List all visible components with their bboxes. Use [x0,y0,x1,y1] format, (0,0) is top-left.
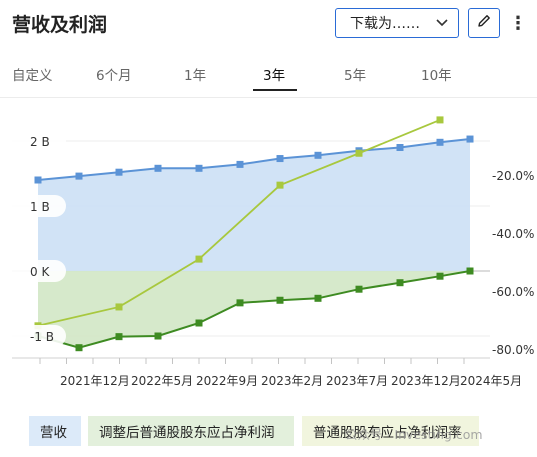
more-options-icon[interactable]: ⋮ [509,12,527,34]
revenue-line [37,138,471,181]
x-tick-label: 2022年9月 [196,374,258,388]
y-tick-bg [8,130,66,152]
divider [0,97,537,98]
net-income-point [436,272,444,280]
tab-10y[interactable]: 10年 [421,68,452,84]
y2-tick-label: -80.0% [492,343,534,357]
net-income-point [236,299,244,307]
net-income-point [276,296,284,304]
legend-margin[interactable]: 普通股股东应占净利润率 [302,416,479,446]
net-income-point [195,319,203,327]
net-income-point [466,267,474,275]
margin-point [195,255,203,263]
pencil-icon [476,13,492,33]
y-tick-label: 1 B [30,200,50,214]
download-dropdown[interactable]: 下载为…… [335,8,459,38]
x-tick-label: 2023年12月 [391,374,461,388]
y-tick-label: -1 B [30,330,54,344]
y-tick-bg [8,260,66,282]
margin-point [276,181,284,189]
watermark: 公众号 · Investing.com [345,427,483,442]
y2-tick-label: -40.0% [492,227,534,241]
time-range-tabs: 自定义 6个月 1年 3年 5年 10年 [0,60,537,92]
net-income-point [154,332,162,340]
y-tick-label: 2 B [30,135,50,149]
revenue-point [314,151,322,159]
revenue-profit-chart: -1 B 0 K 1 B 2 B -20.0% -40.0% -60.0% -80.0% 202… [8,116,534,388]
tab-5y[interactable]: 5年 [344,68,367,84]
legend-revenue[interactable]: 营收 [29,416,81,446]
net-income-point [314,294,322,302]
page-title: 营收及利润 [12,14,108,36]
x-tick-label: 2024年5月 [460,374,522,388]
net-income-point [75,344,83,352]
y2-tick-label: -20.0% [492,169,534,183]
download-label: 下载为…… [350,16,420,32]
revenue-area [38,139,470,271]
y-tick-bg [8,325,66,347]
active-tab-indicator [253,89,297,91]
margin-point [355,149,363,157]
net-income-line [37,270,471,349]
edit-button[interactable] [468,8,500,38]
net-income-point [115,333,123,341]
tab-6m[interactable]: 6个月 [96,68,132,84]
revenue-point [436,138,444,146]
tab-1y[interactable]: 1年 [184,68,207,84]
revenue-point [195,164,203,172]
revenue-point [236,160,244,168]
y2-tick-label: -60.0% [492,285,534,299]
margin-line [37,119,441,327]
revenue-point [115,168,123,176]
revenue-point [75,172,83,180]
revenue-point [466,135,474,143]
y-tick-label: 0 K [30,265,50,279]
tab-3y[interactable]: 3年 [263,68,286,84]
revenue-point [276,155,284,163]
margin-point [115,303,123,311]
net-income-point [355,285,363,293]
net-income-point [396,279,404,287]
revenue-point [34,176,42,184]
margin-point [436,116,444,124]
y-tick-bg [8,195,66,217]
chevron-down-icon [436,16,448,30]
x-tick-label: 2023年2月 [261,374,323,388]
revenue-point [154,164,162,172]
x-tick-label: 2021年12月 [60,374,130,388]
legend-net-income[interactable]: 调整后普通股股东应占净利润 [88,416,294,446]
revenue-point [396,144,404,151]
tab-custom[interactable]: 自定义 [12,68,53,84]
x-tick-label: 2023年7月 [326,374,388,388]
x-tick-label: 2022年5月 [131,374,193,388]
